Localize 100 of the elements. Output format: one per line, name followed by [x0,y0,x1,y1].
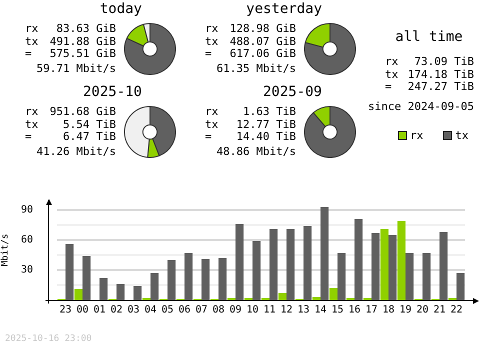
bar [329,288,338,300]
bar [100,278,108,300]
bar [278,293,286,300]
text: 73.09 TiB [414,55,474,68]
bar [312,297,320,300]
chart-title: yesterday [246,1,322,17]
text: = [205,47,212,60]
text: rx [25,22,38,35]
bar [406,253,414,300]
bar [338,253,346,300]
x-tick-label: 09 [229,304,242,316]
x-tick-label: 04 [144,304,157,316]
text: 575.51 GiB [50,47,116,60]
bar [372,233,380,300]
text: since 2024-09-05 [368,100,474,113]
text: 5.54 TiB [63,118,116,130]
text: 174.18 TiB [408,68,474,80]
text: 59.71 Mbit/s [36,62,116,75]
y-axis-title: Mbit/s [0,234,11,266]
bar [134,286,142,300]
text: rx [205,22,218,35]
text: = [25,47,32,60]
y-tick-label: 90 [20,204,33,216]
x-tick-label: 05 [161,304,174,316]
text: rx [205,105,218,118]
text: 617.06 GiB [230,47,296,60]
text: 488.07 GiB [230,34,296,48]
x-tick-label: 14 [314,304,327,316]
text: 61.35 Mbit/s [216,62,296,75]
bar [380,229,388,300]
bar [168,260,176,300]
x-tick-label: 20 [416,304,429,316]
text: = [25,130,32,143]
x-tick-label: 17 [365,304,378,316]
bar [422,253,431,300]
x-tick-label: 02 [110,304,123,316]
text: 41.26 Mbit/s [36,145,116,158]
text: all time [394,29,464,45]
text: 6.47 TiB [63,130,116,143]
bar [270,229,278,300]
text: 128.98 GiB [230,22,296,35]
chart-title: 2025-10 [82,84,142,100]
bar [116,284,125,300]
text: 247.27 TiB [408,80,474,93]
bar [388,235,397,300]
x-tick-label: 01 [93,304,106,316]
bar [150,273,159,300]
x-tick-label: 23 [59,304,72,316]
bar [286,229,295,300]
legend-label: tx [455,129,468,142]
text: 14.40 TiB [236,130,296,143]
text: tx [25,118,38,130]
text: = [205,130,212,143]
bar [252,241,261,300]
x-tick-label: 10 [246,304,259,316]
text: 951.68 GiB [50,105,116,118]
bar [440,232,448,300]
bar [82,256,91,300]
text: 12.77 TiB [236,118,296,130]
y-tick-label: 30 [20,264,33,276]
bar [354,219,363,300]
text: 491.88 GiB [50,34,116,48]
text: tx [205,34,218,48]
bar [202,259,210,300]
bar [304,226,312,300]
bar [236,224,244,300]
bar [320,207,329,300]
chart-title: 2025-09 [262,84,322,100]
x-tick-label: 18 [382,304,395,316]
x-tick-label: 22 [450,304,463,316]
bar [397,221,406,300]
y-tick-label: 60 [20,234,33,246]
bar [74,289,82,300]
text: tx [25,34,38,48]
bar [66,244,74,300]
x-tick-label: 06 [178,304,191,316]
x-tick-label: 00 [76,304,89,316]
text: 48.86 Mbit/s [216,145,296,158]
bar [218,258,227,300]
text: = [385,80,392,93]
x-tick-label: 12 [280,304,293,316]
x-tick-label: 15 [331,304,344,316]
x-tick-label: 11 [263,304,276,316]
text: tx [205,118,218,130]
text: 83.63 GiB [56,22,116,35]
chart-title: today [100,1,142,17]
x-tick-label: 21 [433,304,446,316]
x-tick-label: 08 [212,304,225,316]
text: 1.63 TiB [243,105,296,118]
text: rx [25,105,38,118]
x-tick-label: 13 [297,304,310,316]
bar [184,253,193,300]
x-tick-label: 16 [348,304,361,316]
x-tick-label: 19 [399,304,412,316]
text: tx [385,68,398,80]
bar [456,273,465,300]
x-tick-label: 03 [127,304,140,316]
legend-label: rx [410,129,424,142]
x-tick-label: 07 [195,304,208,316]
text: rx [385,55,398,68]
